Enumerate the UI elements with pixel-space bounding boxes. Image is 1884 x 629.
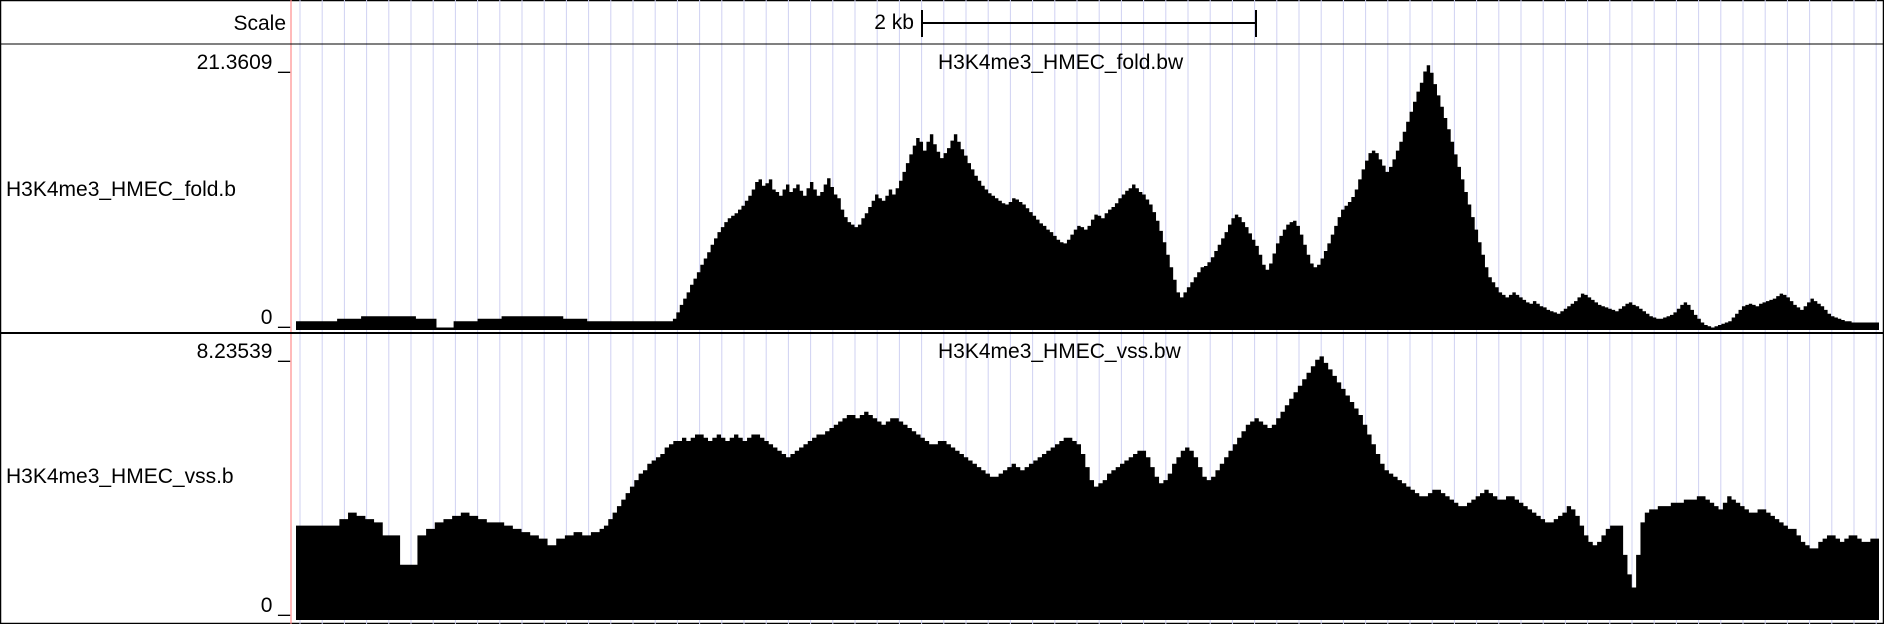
track-min-label: 0 _ [260,594,290,617]
track-signal-vss [296,356,1879,620]
track-side-label: H3K4me3_HMEC_fold.b [6,178,236,201]
scale-bar [921,10,1257,37]
track-side-label: H3K4me3_HMEC_vss.b [6,465,234,488]
track-min-label: 0 _ [260,306,290,329]
track-max-label: 21.3609 _ [196,51,290,74]
track-max-label: 8.23539 _ [196,340,290,363]
track-title: H3K4me3_HMEC_vss.bw [938,340,1181,363]
scale-label: Scale [233,12,286,35]
scale-bar-label: 2 kb [874,11,914,34]
track-title: H3K4me3_HMEC_fold.bw [938,51,1184,74]
track-signal-fold [296,65,1879,331]
